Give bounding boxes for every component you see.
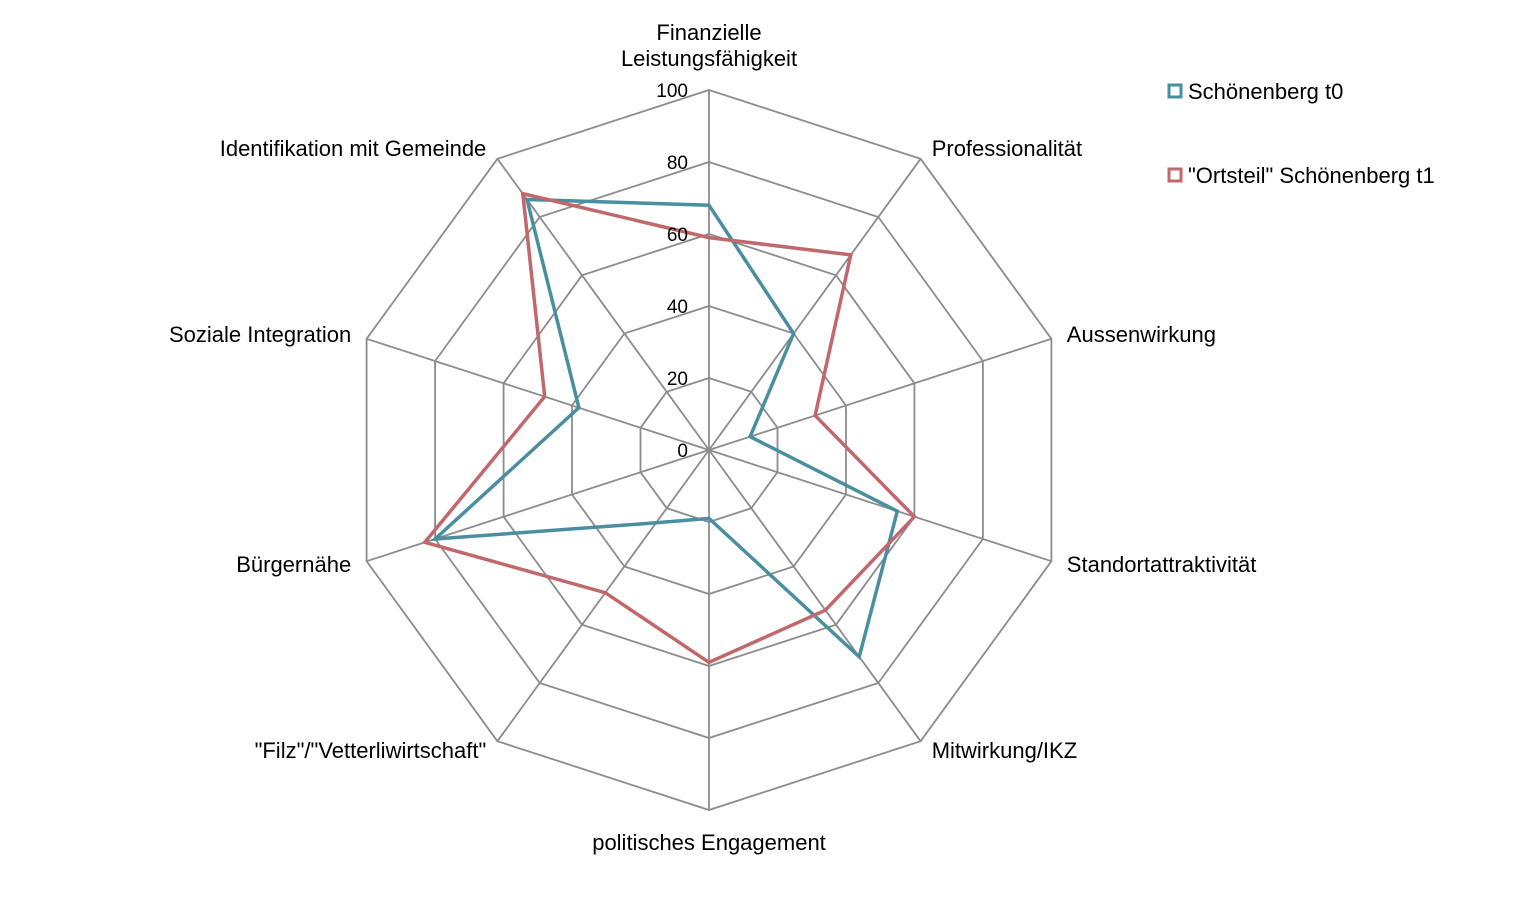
grid-spoke <box>366 337 710 451</box>
legend-swatch <box>1167 167 1183 183</box>
series-layer <box>421 191 917 665</box>
category-label: "Filz"/"Vetterliwirtschaft" <box>255 738 487 763</box>
legend: Schönenberg t0 "Ortsteil" Schönenberg t1 <box>1167 79 1435 188</box>
tick-label: 20 <box>667 369 688 390</box>
category-label: Mitwirkung/IKZ <box>932 738 1077 763</box>
tick-label: 100 <box>656 81 688 102</box>
grid-spoke <box>708 449 1052 563</box>
tick-label: 60 <box>667 225 688 246</box>
category-label: Standortattraktivität <box>1067 552 1257 577</box>
category-label: Identifikation mit Gemeinde <box>220 136 487 161</box>
legend-label: Schönenberg t0 <box>1188 79 1343 104</box>
category-label: Aussenwirkung <box>1067 322 1216 347</box>
grid-spoke <box>708 337 1052 451</box>
grid-spoke <box>366 449 710 563</box>
category-label: Bürgernähe <box>236 552 351 577</box>
category-label-layer: Finanzielle Leistungsfähigkeit Professiona… <box>169 20 1256 855</box>
category-label: Finanzielle Leistungsfähigkeit <box>621 20 797 71</box>
grid-spoke <box>496 449 710 742</box>
category-label: Professionalität <box>932 136 1082 161</box>
grid-layer <box>365 89 1053 811</box>
legend-swatch <box>1167 83 1183 99</box>
series-line-2 <box>421 191 917 665</box>
grid-spoke <box>496 158 710 451</box>
tick-label: 80 <box>667 153 688 174</box>
category-label: politisches Engagement <box>592 830 826 855</box>
grid-spoke <box>708 158 922 451</box>
series-line-1 <box>430 197 900 661</box>
grid-spoke <box>708 449 922 742</box>
tick-label: 0 <box>677 441 688 462</box>
legend-label: "Ortsteil" Schönenberg t1 <box>1188 163 1435 188</box>
category-label: Soziale Integration <box>169 322 351 347</box>
tick-label-layer: 0 20 40 60 80 100 <box>656 81 688 462</box>
tick-label: 40 <box>667 297 688 318</box>
